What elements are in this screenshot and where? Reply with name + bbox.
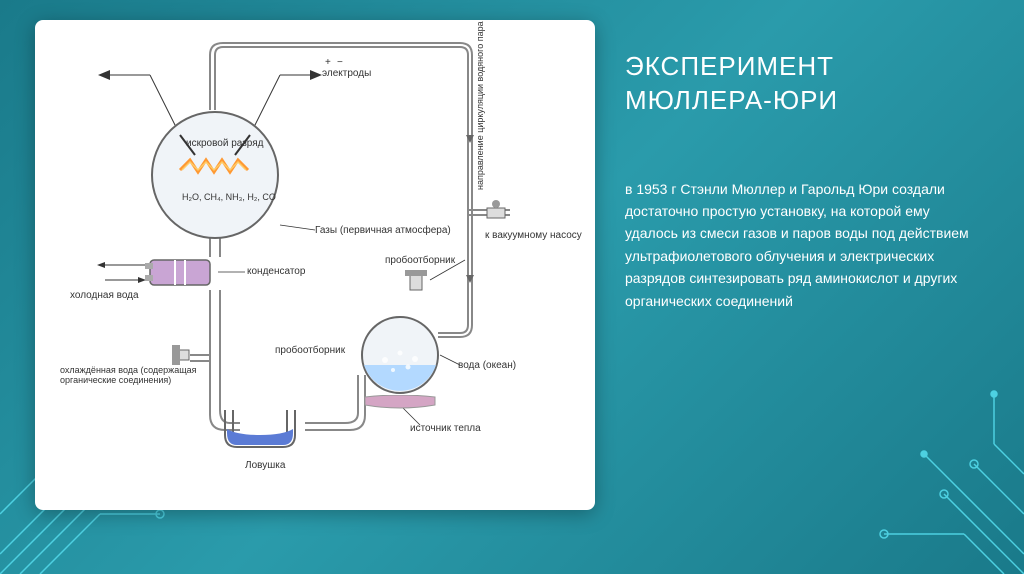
sampler-valve-1 xyxy=(172,345,194,367)
sampler1-label: пробоотборник xyxy=(275,345,345,356)
formula-label: H₂O, CH₄, NH₃, H₂, CO xyxy=(182,192,252,202)
diagram-panel: искровой разряд H₂O, CH₄, NH₃, H₂, CO xyxy=(35,20,595,510)
condenser-label: конденсатор xyxy=(247,266,305,277)
pipe-network xyxy=(50,35,580,495)
slide-body: в 1953 г Стэнли Мюллер и Гарольд Юри соз… xyxy=(625,178,979,312)
trap xyxy=(215,405,305,455)
spark-label: искровой разряд xyxy=(186,138,264,149)
slide-title: ЭКСПЕРИМЕНТ МЮЛЛЕРА-ЮРИ xyxy=(625,50,979,118)
coldwater-label: холодная вода xyxy=(70,290,139,301)
miller-urey-diagram: искровой разряд H₂O, CH₄, NH₃, H₂, CO xyxy=(50,35,580,495)
water-label: вода (океан) xyxy=(458,360,516,371)
water-flask xyxy=(360,315,440,395)
cooledwater-label: охлаждённая вода (содержащая органически… xyxy=(60,365,200,385)
sampler2-label: пробоотборник xyxy=(385,255,455,266)
trap-label: Ловушка xyxy=(245,460,285,471)
spark-flask: искровой разряд H₂O, CH₄, NH₃, H₂, CO xyxy=(150,110,280,240)
text-panel: ЭКСПЕРИМЕНТ МЮЛЛЕРА-ЮРИ в 1953 г Стэнли … xyxy=(595,20,989,539)
circulation-label: направление циркуляции водяного пара xyxy=(475,21,485,190)
heat-source xyxy=(360,395,440,410)
plus-label: + xyxy=(325,57,331,68)
vacuum-label: к вакуумному насосу xyxy=(485,230,582,241)
electrodes-label: электроды xyxy=(322,68,371,79)
gases-label: Газы (первичная атмосфера) xyxy=(315,225,451,236)
heatsource-label: источник тепла xyxy=(410,423,481,434)
minus-label: − xyxy=(337,57,343,68)
condenser xyxy=(145,255,215,290)
vacuum-valve xyxy=(485,200,515,225)
sampler-valve-2 xyxy=(405,270,430,295)
slide-container: искровой разряд H₂O, CH₄, NH₃, H₂, CO xyxy=(35,20,989,539)
